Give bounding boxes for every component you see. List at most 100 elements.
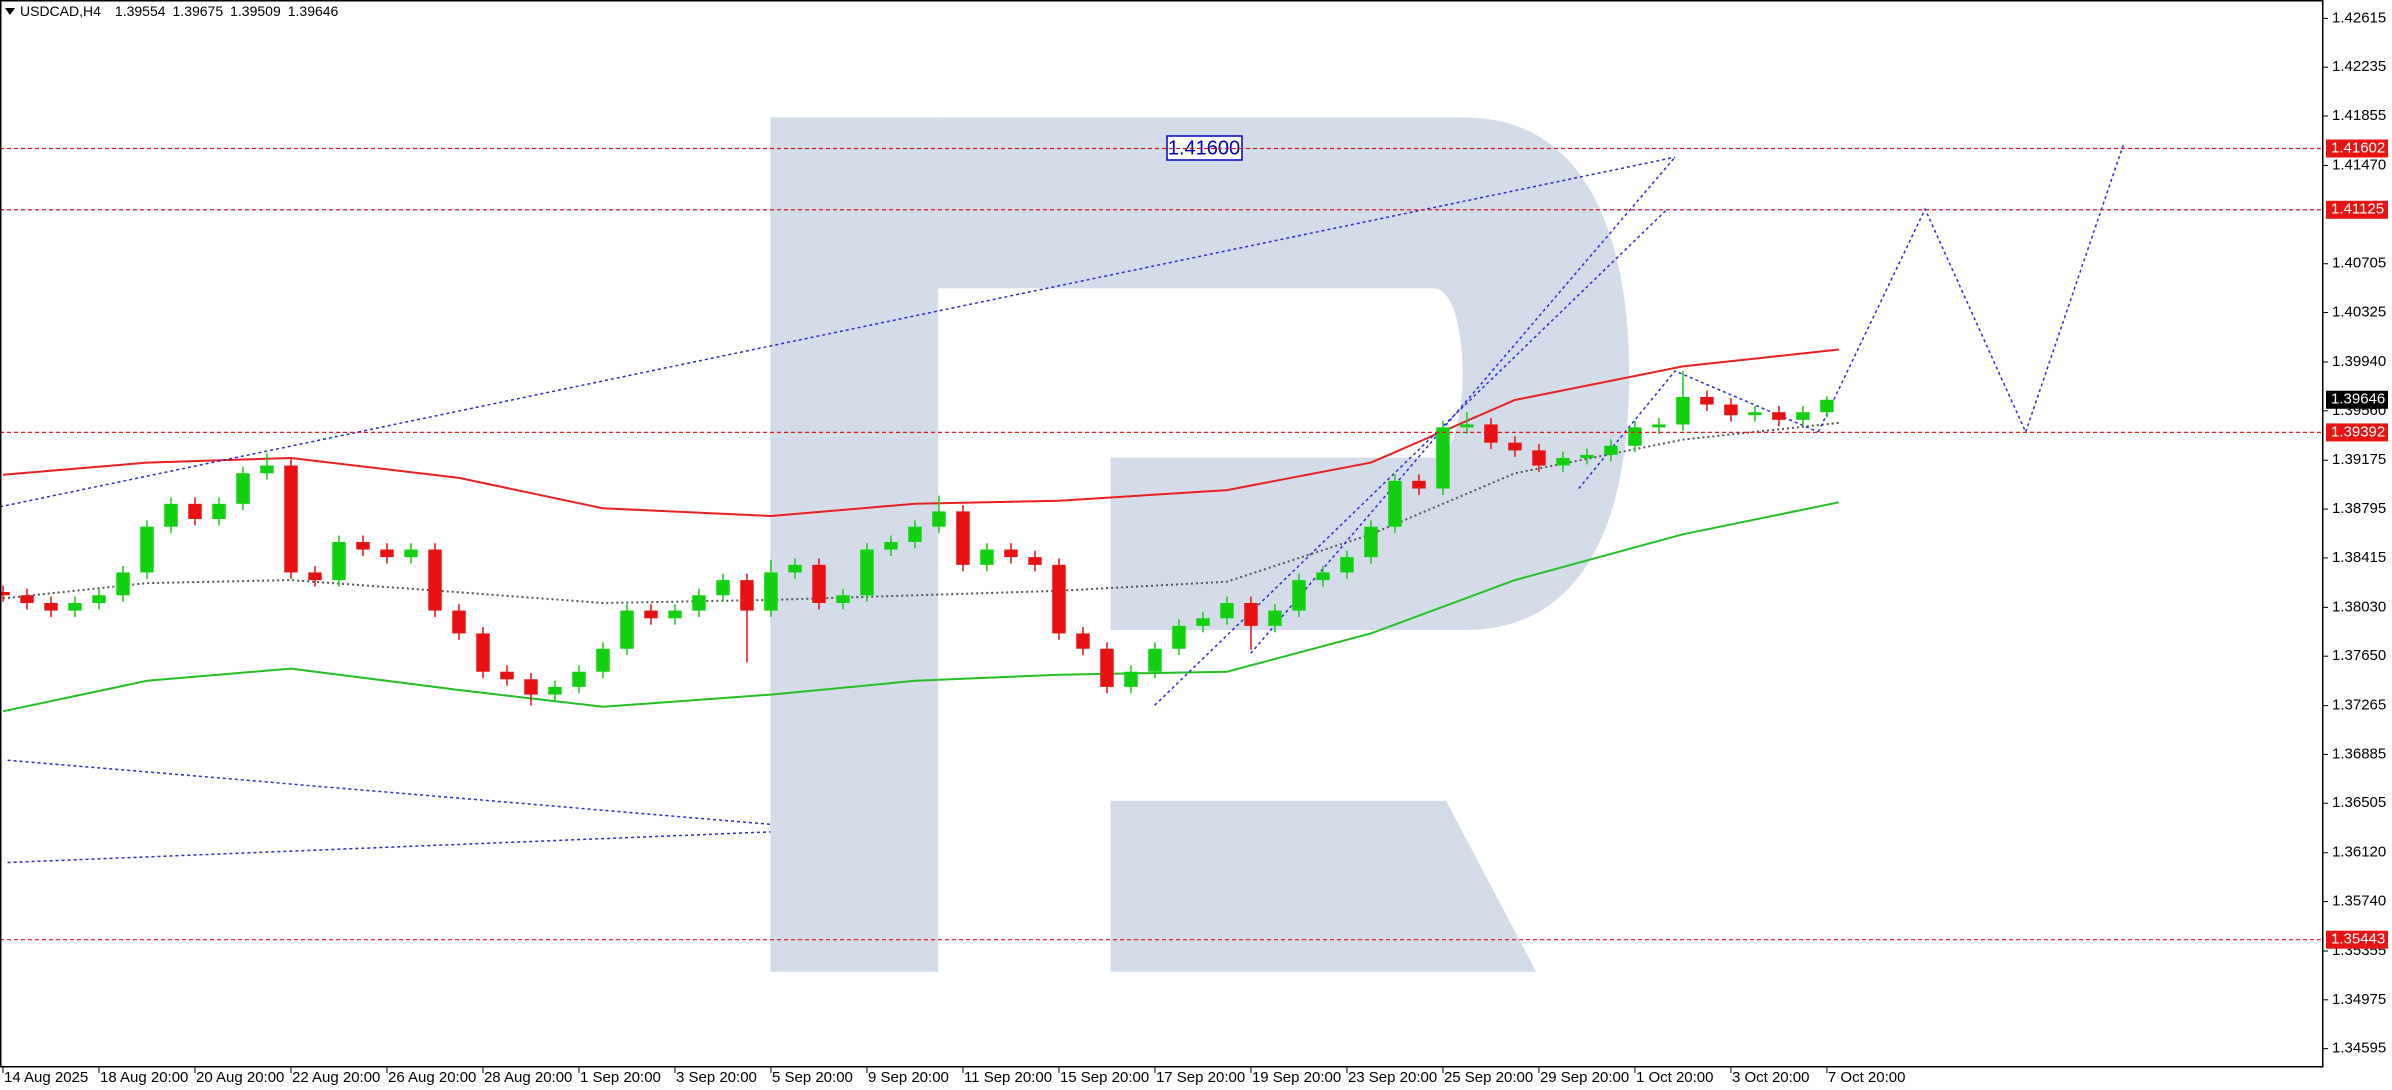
candle-body <box>860 549 874 596</box>
y-tick-label: 1.34595 <box>2332 1040 2386 1057</box>
x-tick-label: 1 Oct 20:00 <box>1636 1069 1714 1086</box>
header: USDCAD,H4 1.39554 1.39675 1.39509 1.39646 <box>20 3 339 19</box>
candle-body <box>812 564 826 603</box>
candle-body <box>236 473 250 504</box>
candle-body <box>1244 602 1258 626</box>
candle-body <box>1484 424 1498 443</box>
forecast-line <box>7 759 771 826</box>
x-tick-label: 19 Sep 20:00 <box>1252 1069 1341 1086</box>
x-tick-label: 15 Sep 20:00 <box>1060 1069 1149 1086</box>
candle-body <box>1316 572 1330 581</box>
candle-body <box>284 465 298 573</box>
candle-body <box>740 580 754 611</box>
candle-body <box>1028 557 1042 565</box>
level-box <box>2326 200 2388 219</box>
candle-body <box>1820 399 1834 413</box>
candle-body <box>620 610 634 649</box>
level-box <box>2326 423 2388 442</box>
indicator-line <box>2 348 1840 518</box>
candle-body <box>476 633 490 672</box>
x-tick-label: 11 Sep 20:00 <box>964 1069 1052 1086</box>
y-tick-label: 1.37650 <box>2332 647 2386 664</box>
candle-body <box>1292 580 1306 611</box>
candle-body <box>1772 412 1786 420</box>
x-tick-label: 22 Aug 20:00 <box>292 1069 380 1086</box>
candle-body <box>1148 648 1162 672</box>
y-tick-label: 1.38415 <box>2332 549 2386 566</box>
candle-body <box>380 549 394 558</box>
candle-body <box>500 671 514 680</box>
y-tick-label: 1.35740 <box>2332 893 2386 910</box>
candle-body <box>188 503 202 519</box>
candle-body <box>596 648 610 672</box>
y-tick-label: 1.37265 <box>2332 697 2386 714</box>
header-low: 1.39509 <box>230 3 281 19</box>
candle-body <box>1124 671 1138 687</box>
level-box <box>2326 139 2388 158</box>
candle-body <box>980 549 994 565</box>
candle-body <box>0 591 10 596</box>
plot-border <box>0 0 2324 1068</box>
watermark-bowl <box>938 117 1630 631</box>
symbol: USDCAD,H4 <box>20 3 101 19</box>
candle-body <box>692 595 706 611</box>
forecast-line <box>1250 156 1676 654</box>
candle-body <box>1436 427 1450 489</box>
candle-body <box>1220 602 1234 619</box>
candle-body <box>164 503 178 527</box>
indicator-line <box>2 501 1840 713</box>
y-tick-label: 1.42615 <box>2332 9 2386 26</box>
x-tick-label: 26 Aug 20:00 <box>388 1069 476 1086</box>
candle-body <box>1652 424 1666 428</box>
x-tick-label: 7 Oct 20:00 <box>1828 1069 1906 1086</box>
level-label: 1.41125 <box>2331 201 2384 218</box>
candle-body <box>524 679 538 695</box>
candle-body <box>92 595 106 603</box>
candle-body <box>428 549 442 611</box>
candle-body <box>1700 396 1714 405</box>
header-close: 1.39646 <box>288 3 339 19</box>
candle-body <box>1556 457 1570 466</box>
watermark-stem <box>770 117 939 972</box>
x-tick-label: 5 Sep 20:00 <box>772 1069 853 1086</box>
candle-body <box>1388 480 1402 527</box>
candle-body <box>116 572 130 596</box>
level-label: 1.35443 <box>2331 931 2385 948</box>
candle-body <box>548 686 562 695</box>
candle-body <box>1676 396 1690 425</box>
candle-body <box>1364 526 1378 558</box>
y-tick-label: 1.38030 <box>2332 598 2386 615</box>
levels <box>0 147 2323 941</box>
header-open: 1.39554 <box>115 3 166 19</box>
forecast-line <box>1817 144 2125 435</box>
candle-body <box>1532 450 1546 466</box>
candle-body <box>884 541 898 550</box>
candle-body <box>404 549 418 558</box>
level-label: 1.41602 <box>2331 139 2385 156</box>
candle-body <box>1460 424 1474 428</box>
forecast-line <box>7 831 771 864</box>
candle-body <box>572 671 586 687</box>
x-tick-label: 18 Aug 20:00 <box>100 1069 188 1086</box>
menu-arrow[interactable] <box>5 8 15 15</box>
candle-body <box>68 602 82 611</box>
candle-body <box>1340 557 1354 573</box>
indicators <box>2 348 1840 713</box>
watermark-leg <box>1110 800 1537 972</box>
y-tick-label: 1.34975 <box>2332 991 2386 1008</box>
candle-body <box>260 465 274 474</box>
x-tick-label: 20 Aug 20:00 <box>196 1069 284 1086</box>
candle-body <box>668 610 682 619</box>
x-tick-label: 14 Aug 2025 <box>4 1069 88 1086</box>
candle-body <box>308 572 322 581</box>
y-tick-label: 1.40705 <box>2332 255 2386 272</box>
level-box <box>2326 930 2388 949</box>
y-tick-label: 1.39175 <box>2332 451 2386 468</box>
candle-body <box>452 610 466 634</box>
y-tick-label: 1.41855 <box>2332 107 2386 124</box>
candle-body <box>1196 618 1210 626</box>
candle-body <box>1724 404 1738 416</box>
y-tick-label: 1.42235 <box>2332 58 2386 75</box>
